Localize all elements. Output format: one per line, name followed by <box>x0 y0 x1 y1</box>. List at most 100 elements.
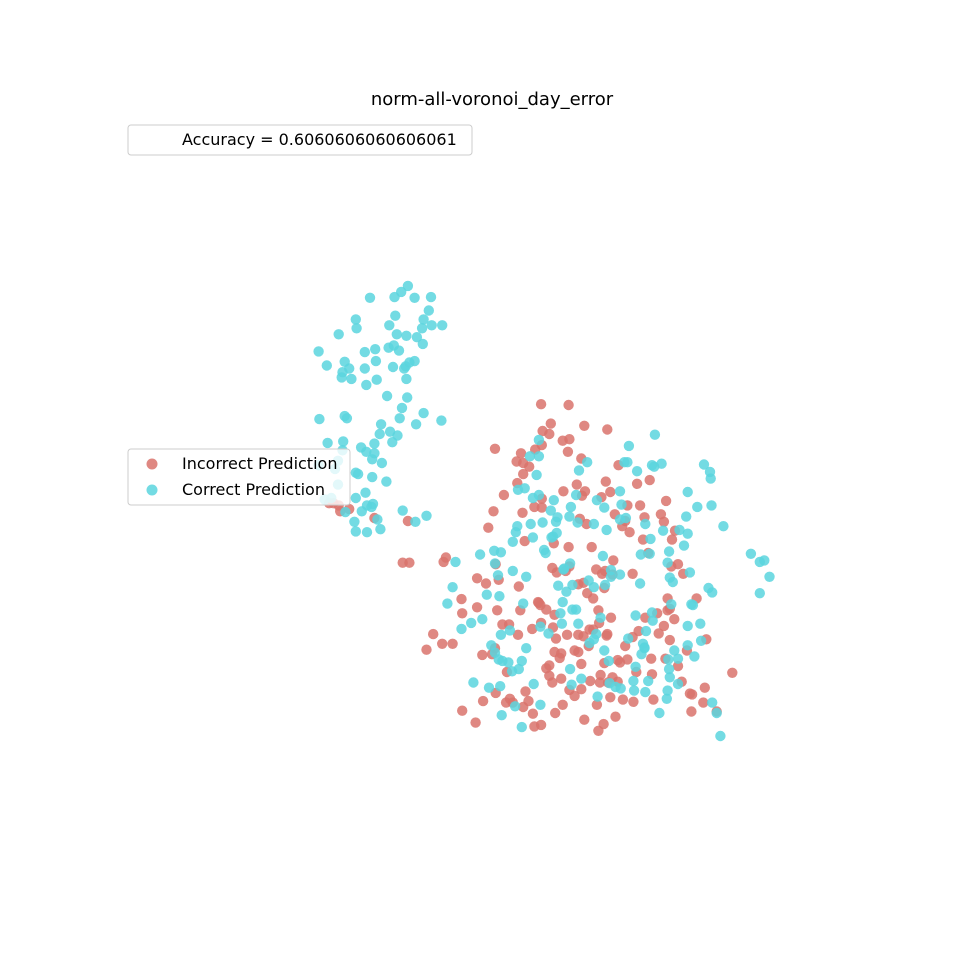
incorrect-point <box>576 684 587 695</box>
incorrect-point <box>686 706 697 717</box>
incorrect-point <box>637 534 649 545</box>
correct-point <box>391 329 402 340</box>
incorrect-point <box>648 694 659 705</box>
correct-point <box>548 495 559 506</box>
correct-point <box>570 489 582 501</box>
correct-point <box>350 492 361 504</box>
incorrect-point <box>428 628 439 640</box>
legend-label-incorrect: Incorrect Prediction <box>182 454 337 473</box>
correct-point <box>715 730 726 742</box>
correct-point <box>628 675 639 687</box>
correct-point <box>555 608 566 619</box>
incorrect-point <box>562 446 574 457</box>
correct-point <box>521 643 532 654</box>
correct-point <box>531 469 542 481</box>
incorrect-point <box>672 660 684 672</box>
correct-point <box>634 578 646 589</box>
correct-point <box>474 549 486 560</box>
incorrect-point <box>518 457 529 469</box>
correct-point <box>370 355 382 367</box>
correct-point <box>384 426 396 437</box>
correct-point <box>396 402 408 414</box>
incorrect-point <box>628 696 639 707</box>
correct-point <box>682 486 693 498</box>
correct-point <box>591 495 603 506</box>
correct-point <box>535 621 546 632</box>
correct-point <box>601 524 612 536</box>
correct-point <box>411 332 423 343</box>
correct-point <box>376 457 388 469</box>
correct-point <box>597 550 609 562</box>
correct-point <box>649 429 661 440</box>
correct-point <box>591 628 602 640</box>
correct-point <box>664 672 675 683</box>
incorrect-point <box>591 699 603 710</box>
correct-point <box>495 629 507 640</box>
incorrect-point <box>605 692 616 703</box>
correct-point <box>533 434 545 446</box>
incorrect-point <box>421 644 432 655</box>
correct-point <box>630 610 641 621</box>
correct-point <box>689 651 700 662</box>
correct-point <box>336 372 347 383</box>
correct-point <box>321 360 332 371</box>
correct-point <box>537 517 548 528</box>
correct-point <box>583 575 594 586</box>
incorrect-point <box>582 588 593 599</box>
incorrect-point <box>518 701 529 713</box>
correct-point <box>350 526 361 537</box>
incorrect-point <box>563 541 574 553</box>
correct-point <box>399 363 410 374</box>
incorrect-point <box>578 631 589 642</box>
incorrect-point <box>576 658 587 670</box>
correct-point <box>576 673 587 684</box>
correct-point <box>512 484 524 495</box>
correct-point <box>401 373 412 385</box>
correct-point <box>546 532 557 543</box>
incorrect-point <box>666 534 678 545</box>
correct-point <box>636 649 647 660</box>
incorrect-point <box>489 443 501 454</box>
correct-point <box>450 556 461 568</box>
correct-point <box>333 329 344 340</box>
correct-point <box>662 685 673 696</box>
correct-point <box>527 532 539 543</box>
correct-point <box>564 558 576 569</box>
correct-point <box>518 598 529 609</box>
correct-point <box>477 614 488 625</box>
correct-point <box>582 457 593 468</box>
correct-point <box>388 340 399 351</box>
correct-point <box>635 549 646 560</box>
correct-point <box>359 346 370 358</box>
accuracy-text: Accuracy = 0.6060606060606061 <box>182 130 457 149</box>
incorrect-point <box>569 690 580 702</box>
incorrect-point <box>512 629 524 640</box>
incorrect-point <box>527 708 539 719</box>
correct-point <box>381 476 392 487</box>
correct-point <box>764 571 775 582</box>
incorrect-point <box>564 434 575 445</box>
legend-marker-incorrect <box>146 458 158 470</box>
incorrect-point <box>658 620 670 632</box>
correct-point <box>599 502 610 513</box>
incorrect-point <box>470 717 481 728</box>
incorrect-point <box>471 602 483 613</box>
correct-point <box>492 570 504 581</box>
correct-point <box>338 436 349 447</box>
correct-point <box>672 678 684 690</box>
correct-point <box>656 458 667 469</box>
incorrect-point <box>585 675 596 687</box>
correct-point <box>401 330 412 341</box>
incorrect-point <box>669 614 680 625</box>
correct-point <box>375 419 387 430</box>
correct-point <box>592 691 603 702</box>
correct-point <box>359 363 370 374</box>
correct-point <box>426 320 437 331</box>
incorrect-point <box>477 649 488 661</box>
correct-point <box>516 721 527 733</box>
correct-point <box>564 663 576 675</box>
incorrect-point <box>608 555 619 566</box>
incorrect-point <box>527 623 538 635</box>
series-correct <box>313 280 775 742</box>
